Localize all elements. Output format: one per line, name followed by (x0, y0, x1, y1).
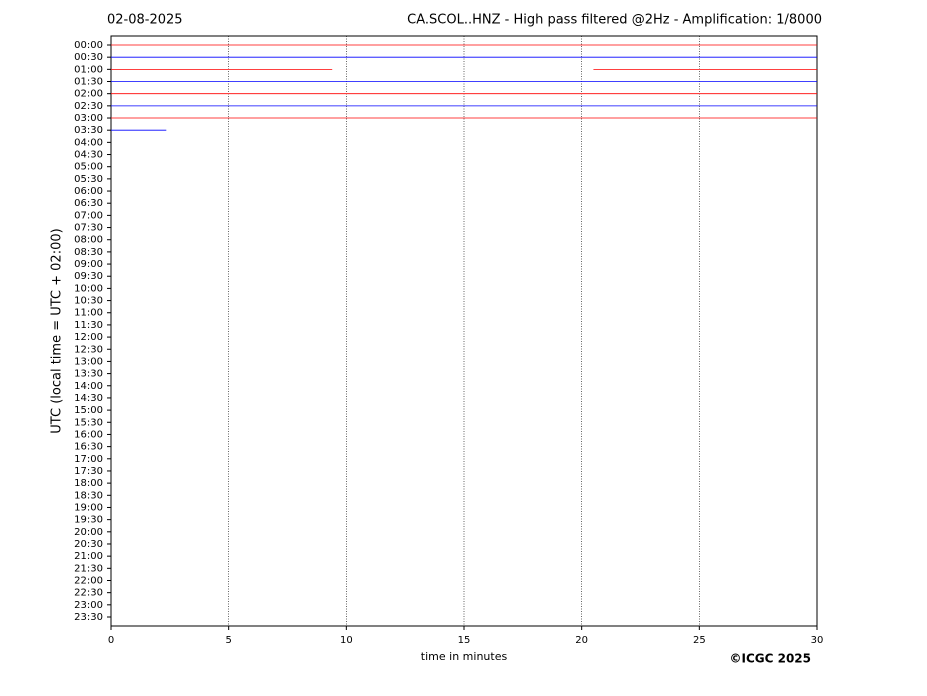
y-tick-label: 06:30 (74, 198, 103, 209)
x-tick-label: 5 (225, 635, 231, 646)
y-tick-label: 19:30 (74, 515, 103, 526)
y-tick-label: 07:00 (74, 210, 103, 221)
y-tick-label: 22:30 (74, 588, 103, 599)
y-tick-label: 04:00 (74, 137, 103, 148)
y-tick-label: 02:00 (74, 89, 103, 100)
y-tick-label: 08:00 (74, 235, 103, 246)
y-tick-label: 10:30 (74, 296, 103, 307)
credit: ©ICGC 2025 (729, 652, 811, 666)
y-tick-label: 21:00 (74, 551, 103, 562)
y-tick-label: 08:30 (74, 247, 103, 258)
y-tick-label: 18:00 (74, 478, 103, 489)
x-tick-label: 10 (340, 635, 353, 646)
y-tick-label: 20:30 (74, 539, 103, 550)
y-tick-label: 05:30 (74, 174, 103, 185)
y-tick-label: 17:00 (74, 454, 103, 465)
y-tick-label: 10:00 (74, 283, 103, 294)
y-tick-label: 16:00 (74, 429, 103, 440)
y-tick-label: 02:30 (74, 101, 103, 112)
y-tick-label: 21:30 (74, 563, 103, 574)
y-tick-label: 03:00 (74, 113, 103, 124)
y-tick-label: 07:30 (74, 223, 103, 234)
y-tick-label: 13:30 (74, 369, 103, 380)
y-tick-label: 19:00 (74, 502, 103, 513)
y-tick-label: 12:00 (74, 332, 103, 343)
y-axis-label: UTC (local time = UTC + 02:00) (50, 228, 65, 433)
y-tick-label: 16:30 (74, 442, 103, 453)
y-tick-label: 09:30 (74, 271, 103, 282)
date: 02-08-2025 (107, 13, 183, 28)
y-tick-label: 11:00 (74, 308, 103, 319)
y-tick-label: 14:30 (74, 393, 103, 404)
x-tick-label: 30 (811, 635, 824, 646)
y-tick-label: 00:30 (74, 52, 103, 63)
y-tick-label: 00:00 (74, 40, 103, 51)
y-tick-label: 06:00 (74, 186, 103, 197)
y-tick-label: 13:00 (74, 356, 103, 367)
y-tick-label: 14:00 (74, 381, 103, 392)
y-tick-label: 23:30 (74, 612, 103, 623)
chart-title: CA.SCOL..HNZ - High pass filtered @2Hz -… (407, 13, 822, 28)
y-tick-label: 03:30 (74, 125, 103, 136)
x-tick-label: 15 (458, 635, 471, 646)
x-tick-label: 25 (693, 635, 706, 646)
y-tick-label: 01:00 (74, 64, 103, 75)
y-tick-label: 09:00 (74, 259, 103, 270)
x-tick-label: 20 (575, 635, 588, 646)
x-axis-label: time in minutes (421, 650, 508, 663)
y-tick-label: 04:30 (74, 150, 103, 161)
y-tick-label: 05:00 (74, 162, 103, 173)
y-tick-label: 15:30 (74, 417, 103, 428)
y-tick-label: 12:30 (74, 344, 103, 355)
y-tick-label: 23:00 (74, 600, 103, 611)
y-tick-label: 01:30 (74, 77, 103, 88)
y-tick-label: 22:00 (74, 575, 103, 586)
x-tick-label: 0 (108, 635, 114, 646)
y-tick-label: 20:00 (74, 527, 103, 538)
y-tick-label: 17:30 (74, 466, 103, 477)
y-tick-label: 15:00 (74, 405, 103, 416)
y-tick-label: 11:30 (74, 320, 103, 331)
y-tick-label: 18:30 (74, 490, 103, 501)
